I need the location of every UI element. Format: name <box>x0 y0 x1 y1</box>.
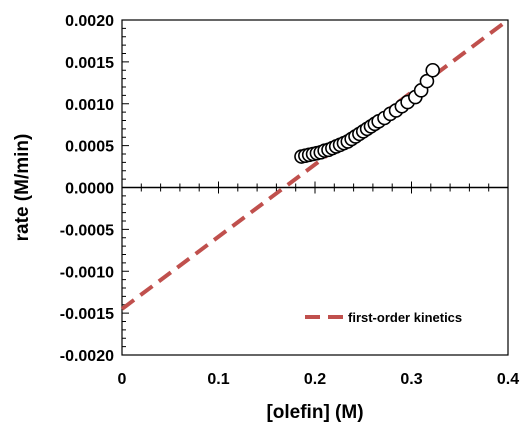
data-points-layer <box>294 62 441 164</box>
y-tick-label: 0.0005 <box>65 139 114 156</box>
x-tick-label: 0.1 <box>207 371 229 388</box>
legend: first-order kinetics <box>305 310 462 325</box>
x-tick-label: 0 <box>118 371 127 388</box>
tick-labels-layer: 0.0020 0.0015 0.0010 0.0005 0.0000 -0.0005 -0.… <box>60 13 519 388</box>
y-tick-label: -0.0020 <box>60 348 114 365</box>
y-tick-label: -0.0005 <box>60 222 114 239</box>
fit-line-layer <box>120 18 510 311</box>
x-tick-label: 0.2 <box>304 371 326 388</box>
x-tick-label: 0.3 <box>400 371 422 388</box>
y-tick-label: 0.0015 <box>65 55 114 72</box>
y-tick-label: -0.0015 <box>60 306 114 323</box>
x-axis-title: [olefin] (M) <box>266 402 363 423</box>
legend-label: first-order kinetics <box>348 310 462 325</box>
y-tick-label: 0.0020 <box>65 13 114 30</box>
y-tick-label: 0.0010 <box>65 97 114 114</box>
data-point <box>425 62 441 78</box>
y-tick-label: 0.0000 <box>65 181 114 198</box>
y-tick-label: -0.0010 <box>60 264 114 281</box>
x-tick-label: 0.4 <box>497 371 519 388</box>
axes-layer <box>121 19 509 356</box>
first-order-fit-line <box>120 18 510 311</box>
y-axis-title: rate (M/min) <box>12 134 33 242</box>
